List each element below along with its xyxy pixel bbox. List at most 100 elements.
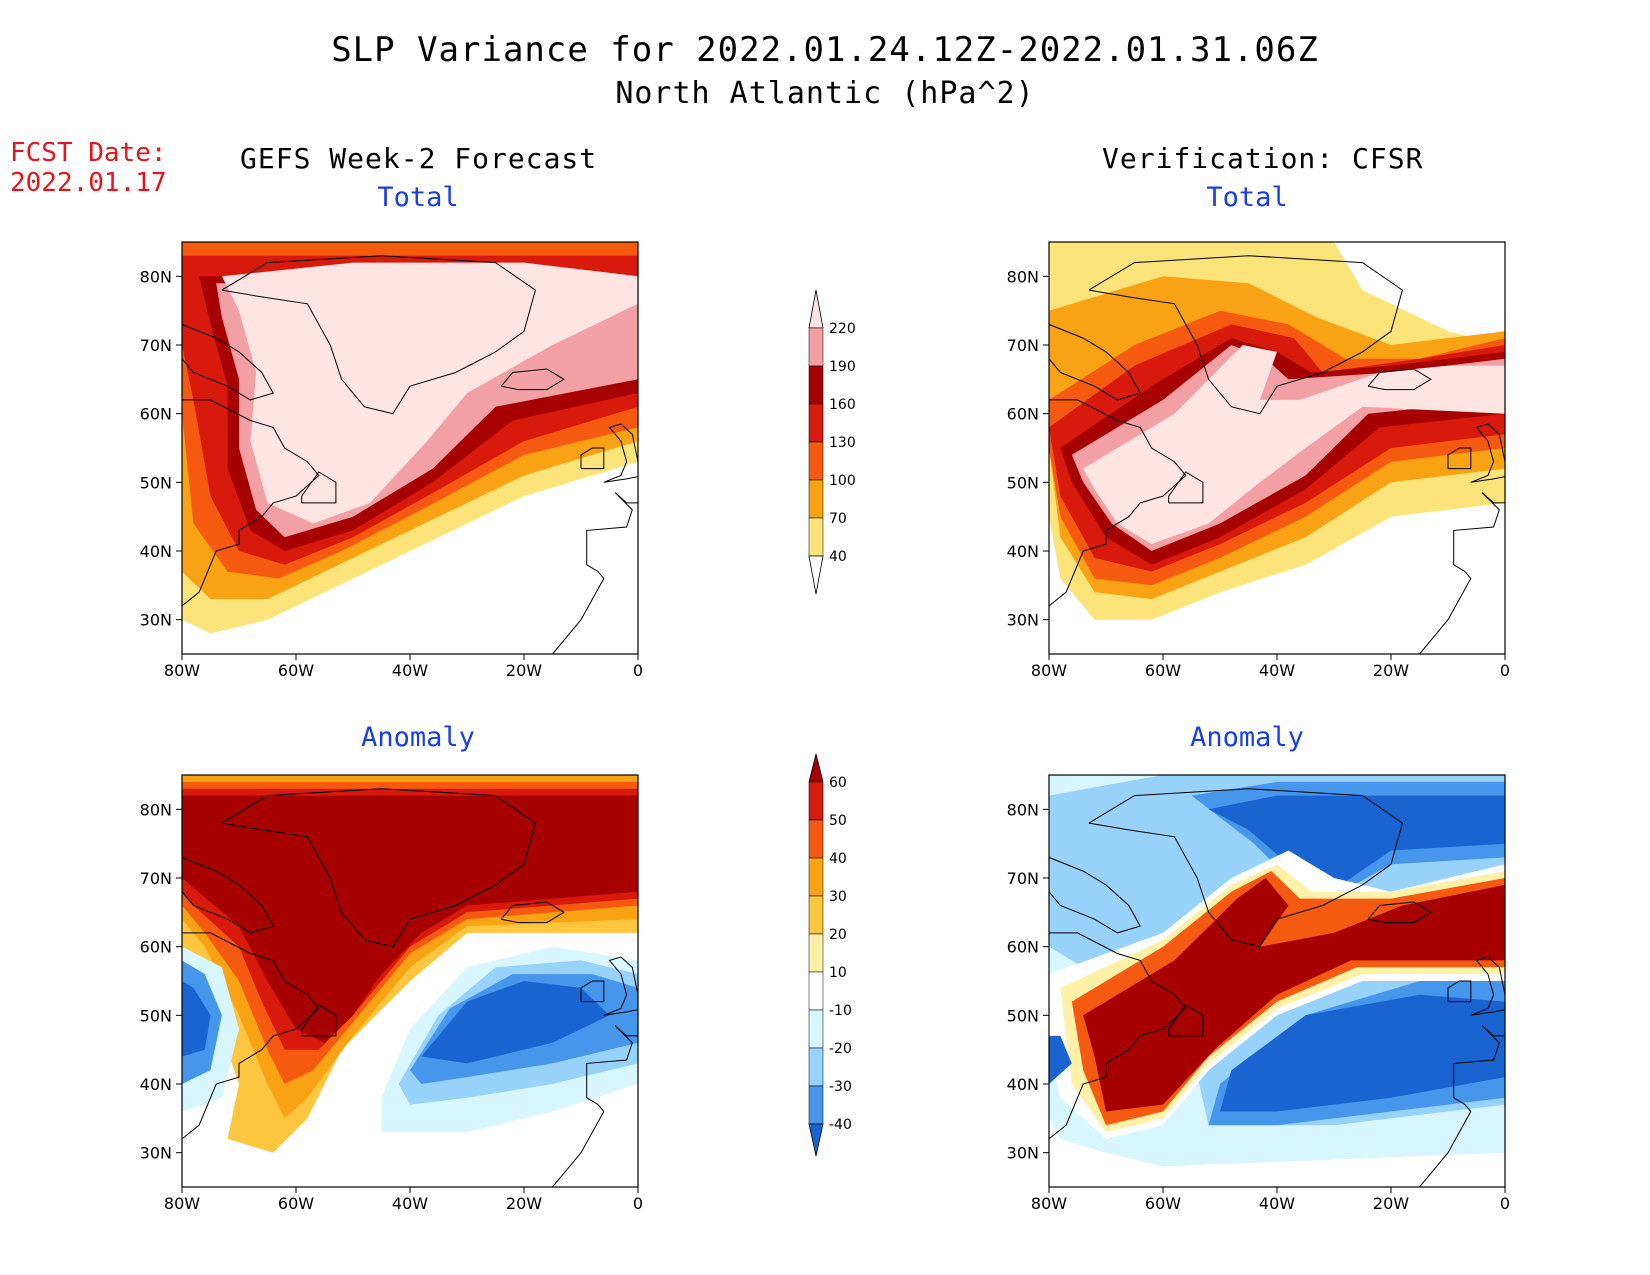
verification-total-map: 80N 70N 60N 50N 40N 30N 80W 60W 40W 20W 0 [1007, 241, 1510, 680]
coastline [1049, 788, 1505, 1187]
coastline [182, 788, 638, 1187]
colorbar-swatch [808, 403, 824, 443]
lat-tick-label: 40N [1007, 1075, 1039, 1094]
colorbar-level-label: -10 [829, 1003, 852, 1019]
lon-tick-label: 0 [633, 661, 643, 680]
colorbar-swatch [808, 933, 824, 973]
colorbar-level-label: -40 [829, 1117, 852, 1133]
lon-tick-label: 80W [1031, 661, 1067, 680]
lat-tick-label: 70N [140, 869, 172, 888]
colorbar-level-label: 50 [829, 813, 847, 829]
lat-tick-label: 60N [140, 938, 172, 957]
bottom-right-panel-title: Anomaly [1190, 722, 1304, 753]
forecast-total-map: 80N 70N 60N 50N 40N 30N 80W 60W 40W 20W 0 [140, 241, 643, 680]
contour-band [1208, 795, 1505, 906]
field-shading [1049, 775, 1505, 1187]
colorbar-swatch [808, 517, 824, 557]
lon-tick-label: 80W [164, 661, 200, 680]
lat-tick-label: 80N [1007, 267, 1039, 286]
lon-tick-label: 80W [1031, 1194, 1067, 1213]
coastline [1049, 255, 1505, 654]
colorbar-level-label: 40 [829, 549, 847, 565]
fcst-date-value: 2022.01.17 [10, 168, 167, 198]
lat-tick-label: 60N [1007, 405, 1039, 424]
lat-tick-label: 70N [1007, 336, 1039, 355]
colorbar-swatch [808, 781, 824, 821]
forecast-column-heading: GEFS Week-2 Forecast [240, 142, 598, 175]
lon-tick-label: 20W [506, 1194, 542, 1213]
colorbar-level-label: 160 [829, 397, 856, 413]
lon-tick-label: 20W [506, 661, 542, 680]
anomaly-colorbar: 60 50 40 30 20 10 -10 -20 -30 -40 [808, 753, 852, 1157]
lon-tick-label: 40W [392, 1194, 428, 1213]
chart-subtitle: North Atlantic (hPa^2) [615, 76, 1035, 111]
colorbar-level-label: 190 [829, 359, 856, 375]
verification-column-heading: Verification: CFSR [1102, 142, 1424, 175]
lat-tick-label: 60N [140, 405, 172, 424]
colorbar-top-arrow [808, 289, 824, 329]
lon-tick-label: 60W [278, 661, 314, 680]
lon-tick-label: 80W [164, 1194, 200, 1213]
lat-tick-label: 70N [140, 336, 172, 355]
colorbar-swatch [808, 327, 824, 367]
colorbar-level-label: 100 [829, 473, 856, 489]
contour-band [421, 981, 610, 1064]
field-shading [182, 775, 638, 1187]
lat-tick-label: 40N [1007, 542, 1039, 561]
lat-tick-label: 80N [1007, 800, 1039, 819]
lat-tick-label: 50N [1007, 473, 1039, 492]
lon-tick-label: 0 [1500, 661, 1510, 680]
lon-tick-label: 20W [1373, 661, 1409, 680]
lat-tick-label: 30N [1007, 611, 1039, 630]
lon-tick-label: 20W [1373, 1194, 1409, 1213]
contour-band [1220, 994, 1505, 1112]
lon-tick-label: 60W [278, 1194, 314, 1213]
colorbar-swatch [808, 365, 824, 405]
coastline [182, 255, 638, 654]
colorbar-level-label: -20 [829, 1041, 852, 1057]
fcst-date-label: FCST Date: [10, 138, 167, 168]
colorbar-swatch [808, 971, 824, 1011]
field-shading [1049, 242, 1505, 654]
lat-tick-label: 30N [1007, 1144, 1039, 1163]
total-colorbar: 220 190 160 130 100 70 40 [808, 289, 856, 595]
lon-tick-label: 40W [1259, 1194, 1295, 1213]
colorbar-level-label: 220 [829, 321, 856, 337]
lat-tick-label: 50N [1007, 1006, 1039, 1025]
lat-tick-label: 40N [140, 542, 172, 561]
forecast-anomaly-map: 80N 70N 60N 50N 40N 30N 80W 60W 40W 20W 0 [140, 774, 643, 1213]
lat-tick-label: 50N [140, 1006, 172, 1025]
lat-tick-label: 40N [140, 1075, 172, 1094]
lat-tick-label: 60N [1007, 938, 1039, 957]
lon-tick-label: 60W [1145, 1194, 1181, 1213]
colorbar-level-label: 40 [829, 851, 847, 867]
lat-tick-label: 80N [140, 267, 172, 286]
colorbar-level-label: 10 [829, 965, 847, 981]
colorbar-swatch [808, 479, 824, 519]
lon-tick-label: 0 [633, 1194, 643, 1213]
colorbar-top-arrow [808, 753, 824, 783]
lat-tick-label: 70N [1007, 869, 1039, 888]
contour-band [182, 981, 211, 1057]
lat-tick-label: 30N [140, 611, 172, 630]
colorbar-swatch [808, 441, 824, 481]
lat-tick-label: 80N [140, 800, 172, 819]
lat-tick-label: 50N [140, 473, 172, 492]
colorbar-swatch [808, 1009, 824, 1049]
top-left-panel-title: Total [377, 182, 459, 213]
lon-tick-label: 60W [1145, 661, 1181, 680]
top-right-panel-title: Total [1206, 182, 1288, 213]
verification-anomaly-map: 80N 70N 60N 50N 40N 30N 80W 60W 40W 20W 0 [1007, 774, 1510, 1213]
colorbar-level-label: 20 [829, 927, 847, 943]
lat-tick-label: 30N [140, 1144, 172, 1163]
field-shading [182, 242, 638, 654]
contour-band [1083, 878, 1505, 1112]
colorbar-swatch [808, 819, 824, 859]
colorbar-swatch [808, 1047, 824, 1087]
contour-band [221, 262, 638, 524]
contour-band [1049, 1035, 1072, 1084]
lon-tick-label: 40W [392, 661, 428, 680]
colorbar-swatch [808, 895, 824, 935]
chart-title: SLP Variance for 2022.01.24.12Z-2022.01.… [331, 30, 1319, 70]
colorbar-bottom-arrow [808, 555, 824, 595]
